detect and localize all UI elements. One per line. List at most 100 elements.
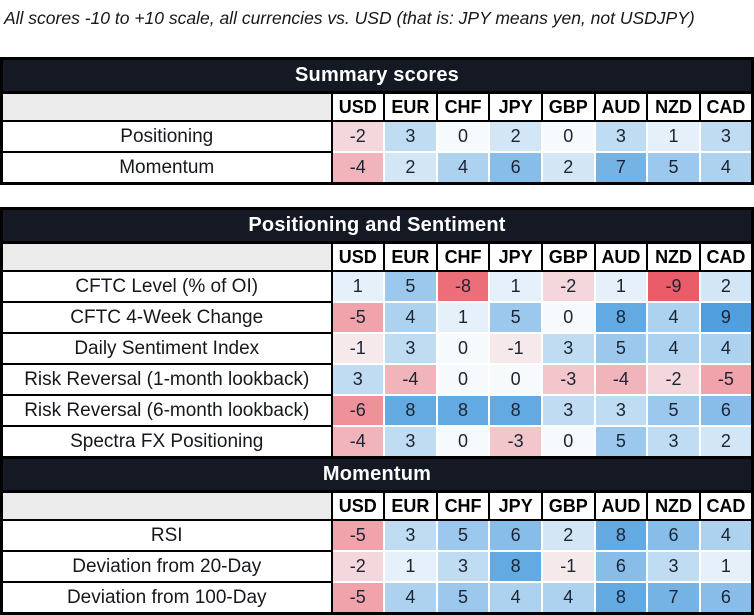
score-cell-chf: 0 xyxy=(435,363,491,396)
score-cell-gbp: 2 xyxy=(541,151,596,185)
table-row: Deviation from 100-Day -5 4 5 4 4 8 7 6 xyxy=(0,581,754,615)
column-header-nzd: NZD xyxy=(646,241,701,272)
score-cell-cad: 4 xyxy=(698,151,754,185)
score-cell-usd: -5 xyxy=(330,519,386,552)
corner-cell xyxy=(0,241,333,272)
currency-header-row: USD EUR CHF JPY GBP AUD NZD CAD xyxy=(0,490,754,521)
column-header-gbp: GBP xyxy=(541,490,596,521)
score-cell-nzd: 1 xyxy=(646,120,701,153)
column-header-gbp: GBP xyxy=(541,241,596,272)
column-header-aud: AUD xyxy=(593,91,649,122)
score-cell-chf: 1 xyxy=(435,301,491,334)
score-cell-eur: 4 xyxy=(383,301,438,334)
column-header-eur: EUR xyxy=(383,91,438,122)
column-header-chf: CHF xyxy=(435,490,491,521)
score-cell-jpy: 0 xyxy=(488,363,543,396)
score-cell-gbp: -2 xyxy=(541,270,596,303)
row-label: Spectra FX Positioning xyxy=(0,425,333,459)
score-cell-usd: -2 xyxy=(330,120,386,153)
column-header-usd: USD xyxy=(330,490,386,521)
column-header-cad: CAD xyxy=(698,490,754,521)
row-label: Risk Reversal (1-month lookback) xyxy=(0,363,333,396)
row-label: CFTC 4-Week Change xyxy=(0,301,333,334)
column-header-chf: CHF xyxy=(435,91,491,122)
section-title-momentum: Momentum xyxy=(0,456,754,493)
score-cell-gbp: -1 xyxy=(541,550,596,583)
score-cell-jpy: 4 xyxy=(488,581,543,615)
score-cell-usd: -2 xyxy=(330,550,386,583)
score-cell-chf: -8 xyxy=(435,270,491,303)
score-cell-cad: 1 xyxy=(698,550,754,583)
row-label: RSI xyxy=(0,519,333,552)
score-cell-gbp: 3 xyxy=(541,394,596,427)
column-header-jpy: JPY xyxy=(488,490,543,521)
row-label: Risk Reversal (6-month lookback) xyxy=(0,394,333,427)
score-cell-usd: -5 xyxy=(330,581,386,615)
table-row: Momentum -4 2 4 6 2 7 5 4 xyxy=(0,151,754,185)
score-cell-chf: 8 xyxy=(435,394,491,427)
score-cell-eur: 2 xyxy=(383,151,438,185)
table-row: Daily Sentiment Index -1 3 0 -1 3 5 4 4 xyxy=(0,332,754,365)
score-cell-cad: 9 xyxy=(698,301,754,334)
score-cell-chf: 5 xyxy=(435,581,491,615)
score-cell-cad: 6 xyxy=(698,581,754,615)
score-cell-jpy: 6 xyxy=(488,519,543,552)
table-row: CFTC Level (% of OI) 1 5 -8 1 -2 1 -9 2 xyxy=(0,270,754,303)
score-cell-eur: 3 xyxy=(383,425,438,459)
score-cell-usd: -4 xyxy=(330,151,386,185)
score-cell-eur: 3 xyxy=(383,120,438,153)
score-cell-usd: 1 xyxy=(330,270,386,303)
table-row: Positioning -2 3 0 2 0 3 1 3 xyxy=(0,120,754,153)
column-header-eur: EUR xyxy=(383,241,438,272)
row-label: Deviation from 20-Day xyxy=(0,550,333,583)
score-cell-gbp: -3 xyxy=(541,363,596,396)
section-title-summary-scores: Summary scores xyxy=(0,57,754,94)
score-cell-chf: 0 xyxy=(435,425,491,459)
scale-note: All scores -10 to +10 scale, all currenc… xyxy=(4,8,695,28)
column-header-aud: AUD xyxy=(593,241,649,272)
table-row: Spectra FX Positioning -4 3 0 -3 0 5 3 2 xyxy=(0,425,754,459)
score-cell-usd: -4 xyxy=(330,425,386,459)
section-header-row: Positioning and Sentiment xyxy=(0,207,754,244)
score-cell-jpy: 8 xyxy=(488,550,543,583)
score-cell-usd: 3 xyxy=(330,363,386,396)
score-cell-eur: 8 xyxy=(383,394,438,427)
score-cell-jpy: 6 xyxy=(488,151,543,185)
section-header-row: Summary scores xyxy=(0,57,754,94)
score-cell-cad: 2 xyxy=(698,425,754,459)
table-row: Deviation from 20-Day -2 1 3 8 -1 6 3 1 xyxy=(0,550,754,583)
score-cell-gbp: 4 xyxy=(541,581,596,615)
score-cell-aud: 3 xyxy=(593,394,649,427)
row-label: Positioning xyxy=(0,120,333,153)
score-cell-nzd: 5 xyxy=(646,151,701,185)
score-cell-eur: 1 xyxy=(383,550,438,583)
column-header-gbp: GBP xyxy=(541,91,596,122)
score-cell-nzd: 3 xyxy=(646,550,701,583)
currency-header-row: USD EUR CHF JPY GBP AUD NZD CAD xyxy=(0,91,754,122)
column-header-eur: EUR xyxy=(383,490,438,521)
score-cell-cad: -5 xyxy=(698,363,754,396)
score-cell-nzd: 4 xyxy=(646,332,701,365)
row-label: Deviation from 100-Day xyxy=(0,581,333,615)
score-cell-gbp: 3 xyxy=(541,332,596,365)
score-cell-chf: 0 xyxy=(435,120,491,153)
column-header-chf: CHF xyxy=(435,241,491,272)
score-cell-cad: 2 xyxy=(698,270,754,303)
column-header-usd: USD xyxy=(330,91,386,122)
column-header-nzd: NZD xyxy=(646,91,701,122)
score-cell-eur: 5 xyxy=(383,270,438,303)
score-cell-cad: 3 xyxy=(698,120,754,153)
score-cell-usd: -1 xyxy=(330,332,386,365)
score-cell-jpy: -1 xyxy=(488,332,543,365)
score-cell-eur: 3 xyxy=(383,332,438,365)
score-cell-aud: 8 xyxy=(593,519,649,552)
score-cell-nzd: 4 xyxy=(646,301,701,334)
score-cell-aud: 7 xyxy=(593,151,649,185)
score-cell-cad: 6 xyxy=(698,394,754,427)
score-cell-nzd: 7 xyxy=(646,581,701,615)
score-cell-eur: 4 xyxy=(383,581,438,615)
score-cell-eur: -4 xyxy=(383,363,438,396)
table-row: CFTC 4-Week Change -5 4 1 5 0 8 4 9 xyxy=(0,301,754,334)
positioning-momentum-table: Positioning and Sentiment USD EUR CHF JPY GBP… xyxy=(0,207,754,615)
